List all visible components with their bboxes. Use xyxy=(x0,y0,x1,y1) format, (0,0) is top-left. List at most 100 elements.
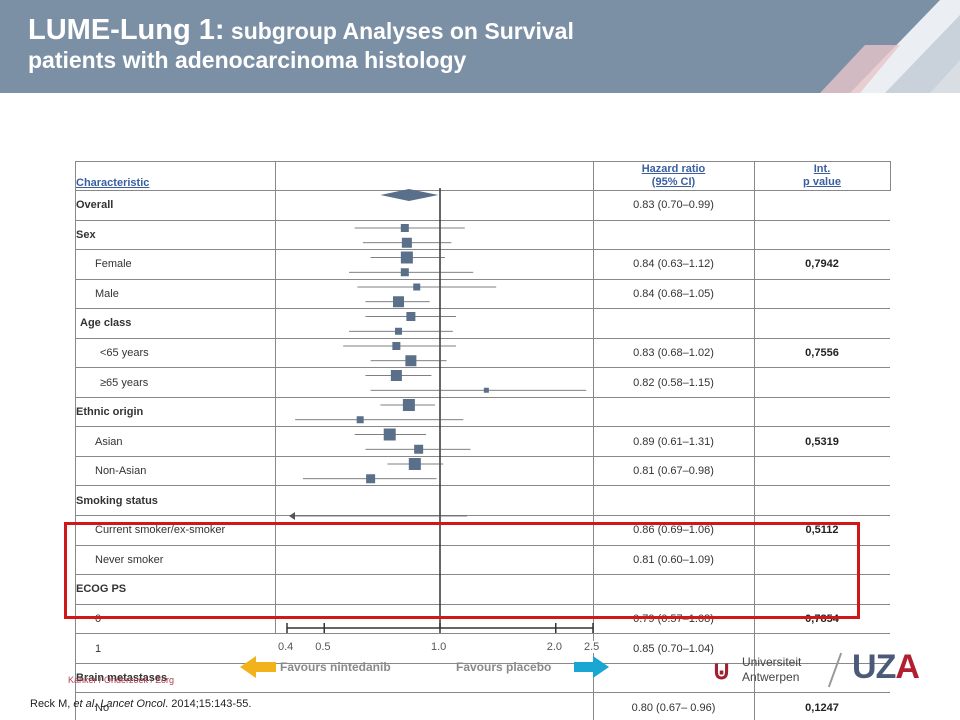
uza-logo-a: A xyxy=(895,648,920,686)
row-characteristic: Female xyxy=(95,258,132,271)
table-row: Non-Asian 0.81 (0.67–0.98) xyxy=(75,457,890,487)
row-hazard-ratio: 0.89 (0.61–1.31) xyxy=(633,435,714,448)
table-row: No 0.80 (0.67– 0.96) 0,1247 xyxy=(75,693,890,720)
table-divider-hr xyxy=(593,161,594,720)
row-p-value: 0,1247 xyxy=(805,702,839,715)
row-characteristic: Non-Asian xyxy=(95,465,147,478)
row-characteristic: Sex xyxy=(76,228,96,241)
table-row: Brain metastases xyxy=(75,664,890,694)
ua-logo-line2: Antwerpen xyxy=(742,670,800,684)
x-tick-label: 1.0 xyxy=(431,641,447,653)
table-row: 1 0.85 (0.70–1.04) xyxy=(75,634,890,664)
row-p-value: 0,5112 xyxy=(805,524,839,537)
row-characteristic: Ethnic origin xyxy=(76,406,144,419)
title-line2: patients with adenocarcinoma histology xyxy=(28,47,467,74)
row-characteristic: Asian xyxy=(95,435,123,448)
ref-journal: . Lancet Oncol xyxy=(94,698,166,710)
table-row: Male 0.84 (0.68–1.05) xyxy=(75,280,890,310)
table-row: ECOG PS xyxy=(75,575,890,605)
university-antwerpen-logo: ⊍ Universiteit Antwerpen xyxy=(712,653,817,693)
row-characteristic: Male xyxy=(95,287,119,300)
row-characteristic: ECOG PS xyxy=(76,583,127,596)
ref-rest: . 2014;15:143-55. xyxy=(165,698,252,710)
row-p-value xyxy=(754,368,890,397)
p-header-line1: Int. xyxy=(813,162,831,175)
reference-citation: Reck M, et al. Lancet Oncol. 2014;15:143… xyxy=(30,698,251,710)
row-hazard-ratio: 0.85 (0.70–1.04) xyxy=(633,642,714,655)
table-row: Sex xyxy=(75,221,890,251)
row-characteristic: Smoking status xyxy=(76,494,158,507)
title-sub: subgroup Analyses on Survival xyxy=(224,18,574,44)
x-tick-label: 0.4 xyxy=(278,641,294,653)
row-characteristic: Never smoker xyxy=(95,553,164,566)
p-header-line2: p value xyxy=(803,175,841,188)
row-hazard-ratio: 0.84 (0.63–1.12) xyxy=(633,258,714,271)
row-p-value xyxy=(754,280,890,309)
row-hazard-ratio xyxy=(593,221,754,250)
row-p-value: 0,7556 xyxy=(805,347,839,360)
table-row: Female 0.84 (0.63–1.12) 0,7942 xyxy=(75,250,890,280)
ua-logo-line1: Universiteit xyxy=(742,655,802,669)
table-row: ≥65 years 0.82 (0.58–1.15) xyxy=(75,368,890,398)
row-p-value xyxy=(754,221,890,250)
favours-nintedanib-label: Favours nintedanib xyxy=(280,660,391,674)
row-p-value xyxy=(754,309,890,338)
row-p-value: 0,5319 xyxy=(805,435,839,448)
row-hazard-ratio: 0.80 (0.67– 0.96) xyxy=(631,702,716,715)
row-p-value xyxy=(754,487,890,516)
x-tick-label: 0.5 xyxy=(315,641,331,653)
row-characteristic: Overall xyxy=(76,199,114,212)
row-characteristic: <65 years xyxy=(100,347,149,360)
row-characteristic: ≥65 years xyxy=(100,376,149,389)
row-p-value xyxy=(754,457,890,486)
row-hazard-ratio: 0.82 (0.58–1.15) xyxy=(633,376,714,389)
uza-logo-u: U xyxy=(852,648,877,686)
row-hazard-ratio: 0.84 (0.68–1.05) xyxy=(633,287,714,300)
table-divider-plot-left xyxy=(275,161,276,633)
hr-header-line1: Hazard ratio xyxy=(641,162,706,175)
header-p-value: Int. p value xyxy=(754,161,890,190)
header-characteristic: Characteristic xyxy=(76,161,276,190)
table-row: Overall 0.83 (0.70–0.99) xyxy=(75,191,890,221)
row-p-value: 0,7942 xyxy=(805,258,839,271)
row-hazard-ratio: 0.81 (0.60–1.09) xyxy=(633,553,714,566)
row-hazard-ratio: 0.83 (0.68–1.02) xyxy=(633,347,714,360)
row-characteristic: 1 xyxy=(95,642,102,655)
row-hazard-ratio xyxy=(593,398,754,427)
table-divider-p xyxy=(754,161,755,720)
table-row: Current smoker/ex-smoker 0.86 (0.69–1.06)… xyxy=(75,516,890,546)
row-hazard-ratio xyxy=(593,309,754,338)
row-characteristic: Age class xyxy=(80,317,132,330)
row-hazard-ratio: 0.81 (0.67–0.98) xyxy=(633,465,714,478)
table-row: Ethnic origin xyxy=(75,398,890,428)
ref-authors: Reck M, xyxy=(30,698,74,710)
ua-shield-icon: ⊍ xyxy=(712,655,732,685)
table-border-left xyxy=(75,161,76,720)
header-decoration xyxy=(820,0,960,93)
table-row: Age class xyxy=(75,309,890,339)
footer-tagline: Kanker / Onderzoek / Zorg xyxy=(68,675,175,685)
row-hazard-ratio: 0.86 (0.69–1.06) xyxy=(633,524,714,537)
hr-header-line2: (95% CI) xyxy=(651,175,696,188)
ref-etal: et al xyxy=(73,698,95,710)
row-characteristic: Brain metastases xyxy=(76,672,168,685)
table-row: Never smoker 0.81 (0.60–1.09) xyxy=(75,546,890,576)
uza-logo-z: Z xyxy=(875,648,897,686)
characteristic-header-label: Characteristic xyxy=(76,177,150,189)
row-characteristic: Current smoker/ex-smoker xyxy=(95,524,226,537)
row-p-value xyxy=(754,398,890,427)
title-main: LUME-Lung 1: xyxy=(28,14,225,46)
header-hazard-ratio: Hazard ratio (95% CI) xyxy=(593,161,754,190)
favours-placebo-label: Favours placebo xyxy=(456,660,552,674)
table-row: <65 years 0.83 (0.68–1.02) 0,7556 xyxy=(75,339,890,369)
table-row: Asian 0.89 (0.61–1.31) 0,5319 xyxy=(75,427,890,457)
uza-logo: UZA xyxy=(852,648,920,687)
highlight-box xyxy=(64,522,860,619)
x-tick-label: 2.0 xyxy=(546,641,563,653)
x-tick-label: 2.5 xyxy=(584,641,600,653)
row-hazard-ratio: 0.83 (0.70–0.99) xyxy=(633,199,714,212)
header-bar: LUME-Lung 1: subgroup Analyses on Surviv… xyxy=(0,0,960,93)
table-top-border xyxy=(75,161,890,162)
row-hazard-ratio xyxy=(593,487,754,516)
